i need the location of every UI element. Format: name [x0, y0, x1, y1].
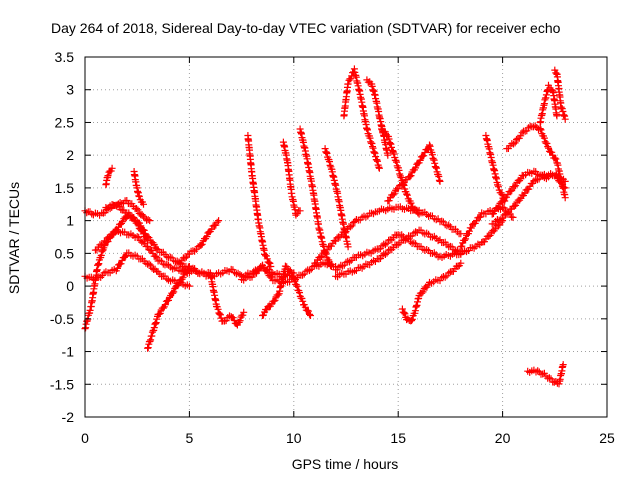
y-tick-label: 0 [66, 278, 74, 294]
y-tick-label: 0.5 [55, 245, 75, 261]
x-axis-label: GPS time / hours [292, 456, 399, 472]
y-tick-label: -2 [62, 409, 75, 425]
series-markers [536, 81, 561, 126]
data-points [81, 65, 569, 388]
series-trace-21 [378, 125, 423, 218]
series-trace-30 [488, 170, 569, 228]
y-tick-label: 1 [66, 213, 74, 229]
y-tick-label: 1.5 [55, 180, 75, 196]
series-trace-6 [144, 263, 193, 352]
x-tick-label: 25 [599, 430, 615, 446]
series-markers [332, 231, 465, 274]
y-tick-label: 2 [66, 147, 74, 163]
series-markers [482, 132, 509, 205]
y-tick-label: 3 [66, 82, 74, 98]
y-tick-label: -1.5 [50, 376, 74, 392]
series-trace-25 [332, 231, 465, 274]
x-tick-label: 10 [286, 430, 302, 446]
series-trace-9 [175, 217, 223, 267]
x-tick-label: 0 [81, 430, 89, 446]
chart-title: Day 264 of 2018, Sidereal Day-to-day VTE… [51, 20, 561, 36]
series-markers [551, 66, 569, 123]
series-trace-24 [332, 217, 507, 281]
series-markers [130, 168, 147, 208]
series-markers [102, 164, 116, 189]
y-tick-label: -0.5 [50, 311, 74, 327]
series-trace-33 [524, 361, 567, 388]
series-markers [206, 269, 248, 329]
series-trace-31 [536, 81, 561, 126]
series-markers [488, 170, 569, 228]
series-markers [378, 125, 423, 218]
series-trace-8 [130, 168, 147, 208]
series-trace-13 [238, 259, 340, 287]
series-trace-23 [398, 259, 465, 325]
series-trace-11 [206, 269, 248, 329]
series-markers [238, 259, 340, 287]
axis-ticks: -2 -1.5 -1 -0.5 0 0.5 1 1.5 2 2.5 3 3.5 0 5 10 15 20 25 [50, 49, 615, 446]
series-markers [332, 217, 507, 281]
series-markers [244, 132, 275, 270]
series-trace-15 [279, 138, 304, 219]
series-markers [175, 217, 223, 267]
x-tick-label: 5 [186, 430, 194, 446]
series-trace-7 [102, 164, 116, 189]
series-trace-22 [384, 141, 444, 205]
series-trace-27 [482, 132, 509, 205]
grid [85, 57, 607, 417]
series-markers [91, 225, 193, 277]
series-markers [398, 259, 465, 325]
series-markers [279, 138, 304, 219]
x-tick-label: 20 [495, 430, 511, 446]
series-markers [340, 65, 383, 172]
series-markers [321, 145, 352, 251]
x-tick-label: 15 [390, 430, 406, 446]
series-markers [524, 361, 567, 388]
y-axis-label: SDTVAR / TECUs [6, 182, 22, 294]
y-tick-label: -1 [62, 344, 75, 360]
y-tick-label: 3.5 [55, 49, 75, 65]
series-markers [384, 141, 444, 205]
series-trace-32 [551, 66, 569, 123]
series-trace-5 [91, 225, 193, 277]
series-trace-12 [244, 132, 275, 270]
y-tick-label: 2.5 [55, 114, 75, 130]
series-markers [144, 263, 193, 352]
series-trace-17 [321, 145, 352, 251]
plot-frame [84, 56, 608, 418]
series-markers [259, 262, 314, 319]
series-trace-19 [340, 65, 383, 172]
series-trace-14 [259, 262, 314, 319]
